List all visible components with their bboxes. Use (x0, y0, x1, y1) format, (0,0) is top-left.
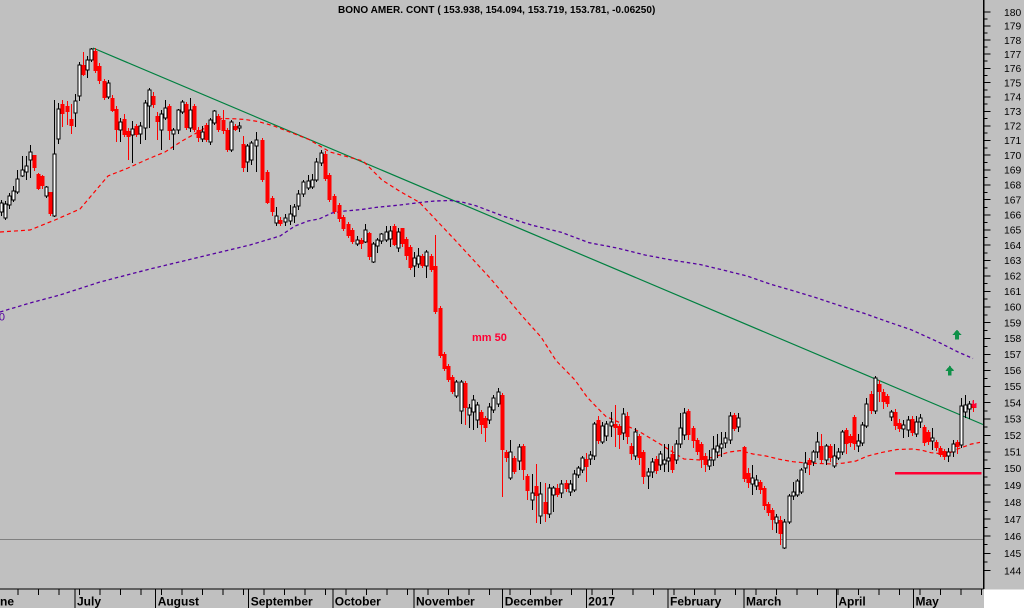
svg-text:156: 156 (1004, 366, 1021, 377)
svg-text:175: 175 (1004, 78, 1021, 89)
svg-text:160: 160 (1004, 303, 1021, 314)
svg-text:166: 166 (1004, 211, 1021, 222)
svg-text:February: February (670, 595, 722, 608)
svg-text:July: July (77, 595, 101, 608)
svg-text:152: 152 (1004, 431, 1021, 442)
svg-text:149: 149 (1004, 481, 1021, 492)
svg-text:165: 165 (1004, 226, 1021, 237)
svg-text:176: 176 (1004, 64, 1021, 75)
svg-text:BONO AMER. CONT ( 153.938, 154: BONO AMER. CONT ( 153.938, 154.094, 153.… (338, 5, 655, 16)
svg-text:148: 148 (1004, 498, 1021, 509)
svg-text:177: 177 (1004, 50, 1021, 61)
svg-text:180: 180 (1004, 8, 1021, 19)
svg-text:150: 150 (1004, 464, 1021, 475)
svg-text:167: 167 (1004, 195, 1021, 206)
svg-text:155: 155 (1004, 382, 1021, 393)
svg-text:October: October (335, 595, 381, 608)
svg-text:174: 174 (1004, 93, 1021, 104)
svg-text:151: 151 (1004, 448, 1021, 459)
svg-text:144: 144 (1004, 566, 1021, 577)
svg-text:171: 171 (1004, 136, 1021, 147)
svg-text:146: 146 (1004, 532, 1021, 543)
svg-text:April: April (838, 595, 865, 608)
svg-text:168: 168 (1004, 181, 1021, 192)
svg-text:June: June (0, 595, 14, 608)
svg-text:158: 158 (1004, 334, 1021, 345)
svg-text:178: 178 (1004, 36, 1021, 47)
svg-text:162: 162 (1004, 272, 1021, 283)
svg-text:153: 153 (1004, 415, 1021, 426)
svg-text:August: August (158, 595, 199, 608)
svg-text:173: 173 (1004, 107, 1021, 118)
svg-text:145: 145 (1004, 549, 1021, 560)
svg-text:May: May (916, 595, 940, 608)
svg-text:170: 170 (1004, 151, 1021, 162)
svg-text:154: 154 (1004, 398, 1021, 409)
svg-text:September: September (251, 595, 313, 608)
svg-text:157: 157 (1004, 350, 1021, 361)
svg-text:2017: 2017 (588, 595, 615, 608)
svg-text:172: 172 (1004, 122, 1021, 133)
svg-text:164: 164 (1004, 241, 1021, 252)
svg-text:169: 169 (1004, 166, 1021, 177)
svg-text:November: November (416, 595, 475, 608)
svg-text:200: 200 (0, 312, 5, 324)
svg-text:mm 50: mm 50 (472, 332, 507, 344)
svg-text:159: 159 (1004, 318, 1021, 329)
svg-text:161: 161 (1004, 287, 1021, 298)
svg-text:147: 147 (1004, 515, 1021, 526)
svg-text:163: 163 (1004, 256, 1021, 267)
svg-text:December: December (505, 595, 563, 608)
svg-text:179: 179 (1004, 22, 1021, 33)
svg-text:March: March (746, 595, 781, 608)
